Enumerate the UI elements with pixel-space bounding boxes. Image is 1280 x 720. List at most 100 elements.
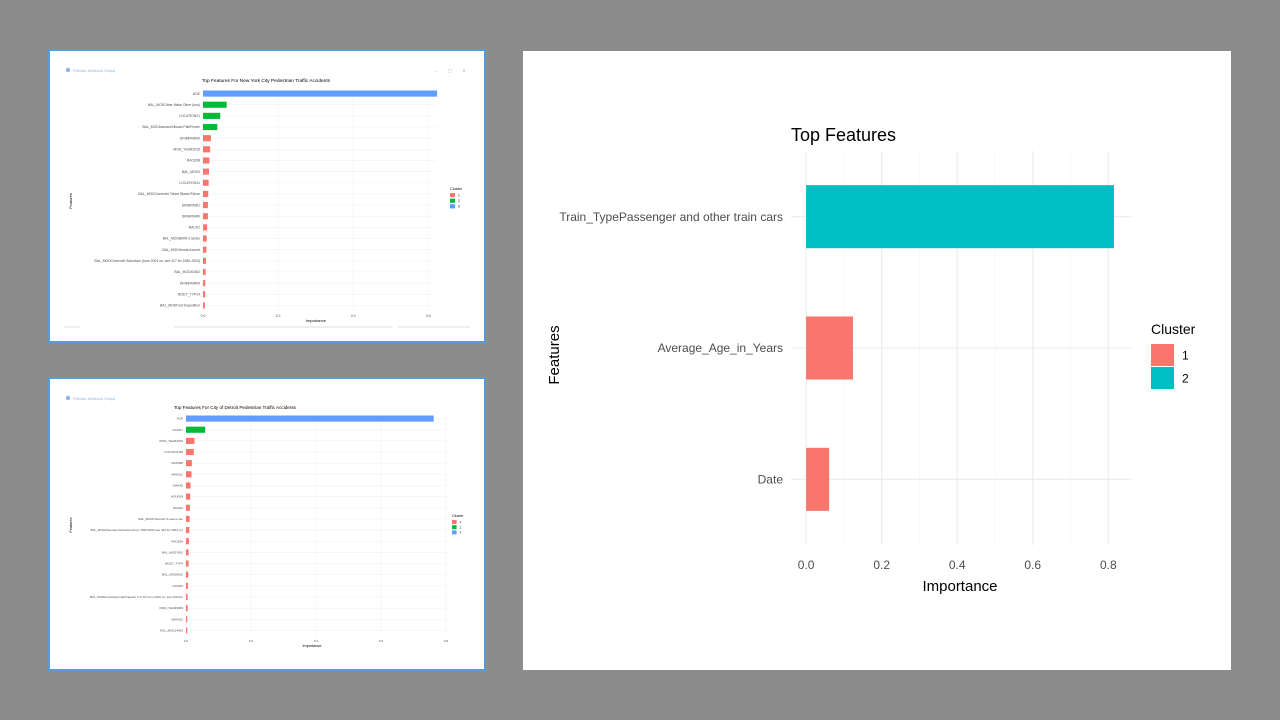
bar-bal-mod14403 bbox=[186, 627, 188, 634]
x-tick-label: 0.2 bbox=[276, 314, 281, 318]
legend-title: Cluster bbox=[450, 187, 463, 191]
nyc-chart: RStudio: Notebook Output – ▢ ✕ AGE BAL_MODOth… bbox=[64, 67, 470, 328]
legend-key-2 bbox=[452, 525, 457, 530]
y-axis-title: Features bbox=[68, 193, 73, 209]
category-label: DRIMPAIR90 bbox=[180, 136, 200, 140]
category-label: DRIMPAIR9 bbox=[182, 214, 200, 218]
legend-key-1 bbox=[1151, 344, 1174, 366]
x-tick-label: 0.2 bbox=[873, 558, 890, 572]
bar-bal-modhonda-accord bbox=[203, 246, 207, 253]
category-label: BAL_MODChevrolet Tahoe Blazer/Tahoe bbox=[138, 192, 200, 196]
legend-key-2 bbox=[450, 198, 455, 203]
category-label: BAL_MODFord Expedition bbox=[160, 304, 200, 308]
bar-location11 bbox=[203, 179, 209, 186]
legend-label-3: 3 bbox=[458, 204, 460, 208]
maximize-icon[interactable]: ▢ bbox=[448, 68, 452, 73]
bar-bal-modford-expedition bbox=[203, 302, 205, 309]
bar-hour7 bbox=[186, 426, 206, 433]
bar-bal-mod40482 bbox=[203, 268, 206, 276]
legend-label-1: 1 bbox=[1182, 348, 1189, 362]
bar-bal-modhonda-hyundai-capstor-x-s-5v-from-2010-on-see-201-211 bbox=[186, 593, 188, 601]
category-label: BAL_MODHonda/Hyundai/Capstor X-S 5V from… bbox=[90, 595, 183, 599]
legend-label-1: 1 bbox=[460, 520, 462, 524]
detroit-chart-window: RStudio: Notebook Output AGE HOUR7 MOD_YEAR… bbox=[48, 377, 486, 671]
detroit-chart: RStudio: Notebook Output AGE HOUR7 MOD_YEAR… bbox=[65, 395, 464, 648]
bar-date bbox=[806, 447, 830, 511]
legend-key-1 bbox=[450, 193, 455, 198]
category-label: HOUR19 bbox=[171, 495, 184, 499]
category-label: MAK65 bbox=[173, 484, 183, 488]
legend-title: Cluster bbox=[452, 514, 464, 518]
bar-mod-year9999 bbox=[186, 605, 188, 612]
category-label: LOCATION11 bbox=[179, 181, 200, 185]
chart-title: Top Features For City of Detroit Pedestr… bbox=[174, 405, 297, 410]
bar-bal-modchevrolet-suburban-from-2004-on-see-417-for-1950-2003 bbox=[203, 257, 207, 264]
bar-average-age-in-years bbox=[806, 316, 853, 380]
category-label: MOD_YEAR9999 bbox=[159, 606, 183, 610]
y-axis-title: Features bbox=[69, 517, 73, 532]
bar-race98 bbox=[203, 157, 210, 164]
legend-key-1 bbox=[452, 520, 457, 524]
x-axis-title: Importance bbox=[922, 578, 997, 595]
category-label: Train_TypePassenger and other train cars bbox=[559, 210, 783, 224]
bar-location28 bbox=[186, 448, 194, 456]
category-label: BODY_TYP4 bbox=[165, 562, 183, 566]
x-tick-label: 0.8 bbox=[444, 639, 449, 643]
bar-bal-mod0 bbox=[203, 168, 210, 175]
x-tick-label: 0.6 bbox=[426, 314, 431, 318]
x-tick-label: 0.0 bbox=[184, 639, 189, 643]
minimize-icon[interactable]: – bbox=[435, 68, 438, 73]
bar-drimpair90 bbox=[203, 135, 211, 142]
bar-race99 bbox=[186, 538, 189, 545]
x-tick-label: 0.4 bbox=[949, 558, 966, 572]
category-label: BAL_MODBMW 3 series bbox=[163, 237, 201, 241]
bar-race2 bbox=[203, 224, 208, 231]
category-label: BAL_MOD7002 bbox=[162, 550, 183, 554]
bar-bal-modbmw-3-series bbox=[203, 235, 207, 242]
chart-title: Top Features For New York City Pedestria… bbox=[202, 78, 331, 84]
x-tick-label: 0.6 bbox=[1024, 558, 1041, 572]
category-label: MOD_YEAR2015 bbox=[159, 439, 183, 443]
legend-key-3 bbox=[450, 204, 455, 209]
bar-age bbox=[186, 415, 434, 422]
bar-mak012 bbox=[186, 471, 192, 478]
bar-hour19 bbox=[186, 493, 191, 500]
bar-body-typ14 bbox=[203, 291, 206, 298]
category-label: BAL_MOD40482 bbox=[174, 270, 200, 274]
category-label: Average_Age_in_Years bbox=[658, 341, 783, 355]
legend-title: Cluster bbox=[1151, 321, 1196, 337]
category-label: BAL_MOD14403 bbox=[160, 628, 183, 632]
bar-bal-mod8010 bbox=[186, 571, 189, 578]
bar-drimpair1 bbox=[203, 202, 208, 209]
category-label: BAL_MODHonda Accord bbox=[162, 248, 200, 252]
category-label: AGE bbox=[177, 417, 183, 421]
category-label: BODY_TYP14 bbox=[178, 292, 200, 296]
x-axis-title: Importance bbox=[303, 644, 322, 648]
category-label: LOCATION28 bbox=[165, 450, 184, 454]
y-axis-title: Features bbox=[546, 325, 563, 384]
close-icon[interactable]: ✕ bbox=[462, 68, 465, 73]
category-label: BAL_MODChevrolet Suburban (from 2004 on;… bbox=[94, 259, 200, 263]
legend-label-2: 2 bbox=[460, 525, 462, 529]
category-label: RACE99 bbox=[171, 539, 183, 543]
window-title: RStudio: Notebook Output bbox=[73, 69, 115, 73]
bar-hour0 bbox=[186, 582, 188, 589]
bar-mak058 bbox=[186, 460, 192, 467]
x-tick-label: 0.4 bbox=[351, 314, 356, 318]
category-label: BAL_MODChevrolet S-series van bbox=[138, 517, 183, 521]
main-chart-panel: Train_TypePassenger and other train cars… bbox=[523, 51, 1231, 670]
category-label: MAK058 bbox=[171, 461, 183, 465]
category-label: DRIMPAIR99 bbox=[180, 281, 200, 285]
bar-drimpair9 bbox=[203, 213, 208, 220]
bar-train-typepassenger-and-other-train-cars bbox=[806, 185, 1114, 249]
category-label: RACE2 bbox=[173, 506, 183, 510]
chart-title: Top Features bbox=[791, 125, 896, 145]
category-label: HOUR7 bbox=[172, 428, 183, 432]
legend-label-2: 2 bbox=[1182, 371, 1189, 385]
bar-mod-year2015 bbox=[203, 146, 211, 153]
bar-race2 bbox=[186, 504, 190, 511]
category-label: RACE98 bbox=[187, 159, 200, 163]
main-chart: Train_TypePassenger and other train cars… bbox=[546, 125, 1196, 595]
bar-bal-modchevrolet-s-series-van bbox=[186, 515, 190, 522]
category-label: AGE bbox=[193, 92, 201, 96]
